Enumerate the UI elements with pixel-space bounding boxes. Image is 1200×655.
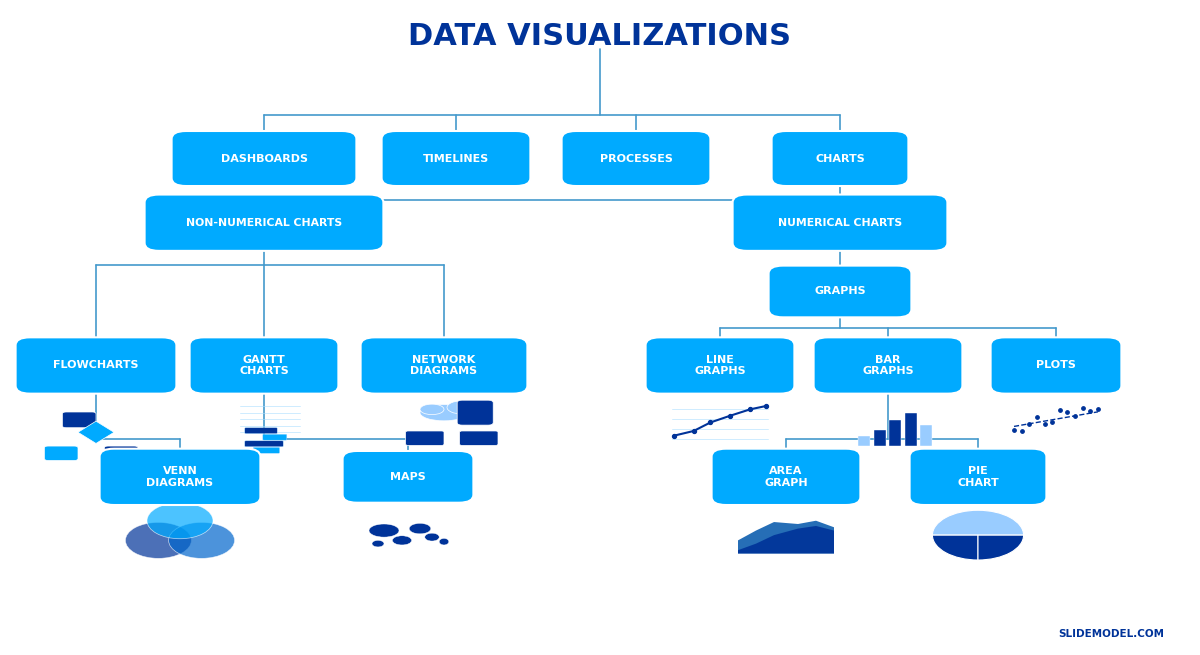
- FancyBboxPatch shape: [712, 449, 860, 505]
- Point: [1020, 419, 1039, 430]
- Text: PIE
CHART: PIE CHART: [958, 466, 998, 487]
- Ellipse shape: [409, 523, 431, 534]
- FancyBboxPatch shape: [62, 412, 96, 428]
- Ellipse shape: [148, 503, 214, 538]
- Ellipse shape: [372, 540, 384, 547]
- Polygon shape: [738, 526, 834, 553]
- Point: [684, 426, 703, 436]
- FancyBboxPatch shape: [245, 441, 283, 447]
- FancyBboxPatch shape: [104, 446, 138, 460]
- Point: [1027, 412, 1046, 422]
- Text: PLOTS: PLOTS: [1036, 360, 1076, 371]
- Text: GRAPHS: GRAPHS: [814, 286, 866, 297]
- Text: CHARTS: CHARTS: [815, 153, 865, 164]
- FancyBboxPatch shape: [100, 449, 260, 505]
- Text: NON-NUMERICAL CHARTS: NON-NUMERICAL CHARTS: [186, 217, 342, 228]
- Text: DASHBOARDS: DASHBOARDS: [221, 153, 307, 164]
- FancyBboxPatch shape: [245, 428, 277, 434]
- FancyBboxPatch shape: [16, 337, 176, 394]
- Text: GANTT
CHARTS: GANTT CHARTS: [239, 355, 289, 376]
- Point: [1043, 417, 1062, 427]
- Ellipse shape: [370, 524, 398, 537]
- FancyBboxPatch shape: [646, 337, 794, 394]
- FancyBboxPatch shape: [44, 446, 78, 460]
- Text: PROCESSES: PROCESSES: [600, 153, 672, 164]
- Point: [1034, 419, 1054, 429]
- Point: [756, 401, 775, 411]
- FancyBboxPatch shape: [910, 449, 1046, 505]
- Polygon shape: [78, 421, 114, 443]
- Text: MAPS: MAPS: [390, 472, 426, 482]
- Polygon shape: [738, 521, 834, 553]
- FancyBboxPatch shape: [263, 434, 287, 440]
- Ellipse shape: [392, 536, 412, 545]
- FancyBboxPatch shape: [172, 131, 356, 186]
- Point: [720, 411, 739, 421]
- Ellipse shape: [439, 538, 449, 545]
- Ellipse shape: [425, 533, 439, 541]
- Ellipse shape: [168, 523, 234, 558]
- Text: LINE
GRAPHS: LINE GRAPHS: [694, 355, 746, 376]
- FancyBboxPatch shape: [457, 400, 493, 425]
- Point: [1012, 425, 1031, 436]
- FancyBboxPatch shape: [991, 337, 1122, 394]
- FancyBboxPatch shape: [253, 447, 280, 453]
- Text: SLIDEMODEL.COM: SLIDEMODEL.COM: [1058, 629, 1164, 639]
- Text: AREA
GRAPH: AREA GRAPH: [764, 466, 808, 487]
- Point: [1088, 403, 1108, 414]
- FancyBboxPatch shape: [562, 131, 710, 186]
- FancyBboxPatch shape: [382, 131, 530, 186]
- Ellipse shape: [446, 401, 478, 414]
- FancyBboxPatch shape: [858, 436, 870, 446]
- Text: TIMELINES: TIMELINES: [422, 153, 490, 164]
- Point: [701, 417, 720, 428]
- FancyBboxPatch shape: [732, 195, 948, 251]
- FancyBboxPatch shape: [360, 337, 528, 394]
- Point: [1073, 403, 1092, 413]
- Text: FLOWCHARTS: FLOWCHARTS: [53, 360, 139, 371]
- Wedge shape: [978, 535, 1024, 560]
- FancyBboxPatch shape: [905, 413, 917, 446]
- FancyBboxPatch shape: [343, 451, 474, 503]
- Text: NUMERICAL CHARTS: NUMERICAL CHARTS: [778, 217, 902, 228]
- FancyBboxPatch shape: [145, 195, 384, 251]
- FancyBboxPatch shape: [460, 431, 498, 445]
- Ellipse shape: [126, 523, 192, 558]
- Point: [1066, 411, 1085, 421]
- FancyBboxPatch shape: [772, 131, 908, 186]
- Text: BAR
GRAPHS: BAR GRAPHS: [862, 355, 914, 376]
- Ellipse shape: [420, 404, 444, 415]
- Ellipse shape: [420, 404, 468, 421]
- Text: DATA VISUALIZATIONS: DATA VISUALIZATIONS: [408, 22, 792, 50]
- FancyBboxPatch shape: [406, 431, 444, 445]
- FancyBboxPatch shape: [889, 420, 901, 446]
- Point: [740, 404, 760, 415]
- Text: VENN
DIAGRAMS: VENN DIAGRAMS: [146, 466, 214, 487]
- FancyBboxPatch shape: [814, 337, 962, 394]
- Point: [1004, 424, 1024, 435]
- FancyBboxPatch shape: [920, 425, 932, 446]
- FancyBboxPatch shape: [190, 337, 338, 394]
- Point: [665, 430, 684, 441]
- Text: NETWORK
DIAGRAMS: NETWORK DIAGRAMS: [410, 355, 478, 376]
- Wedge shape: [932, 510, 1024, 535]
- Point: [1058, 406, 1078, 417]
- FancyBboxPatch shape: [768, 266, 912, 317]
- Point: [1050, 405, 1069, 415]
- Wedge shape: [932, 535, 978, 560]
- Point: [1081, 405, 1100, 416]
- FancyBboxPatch shape: [874, 430, 886, 446]
